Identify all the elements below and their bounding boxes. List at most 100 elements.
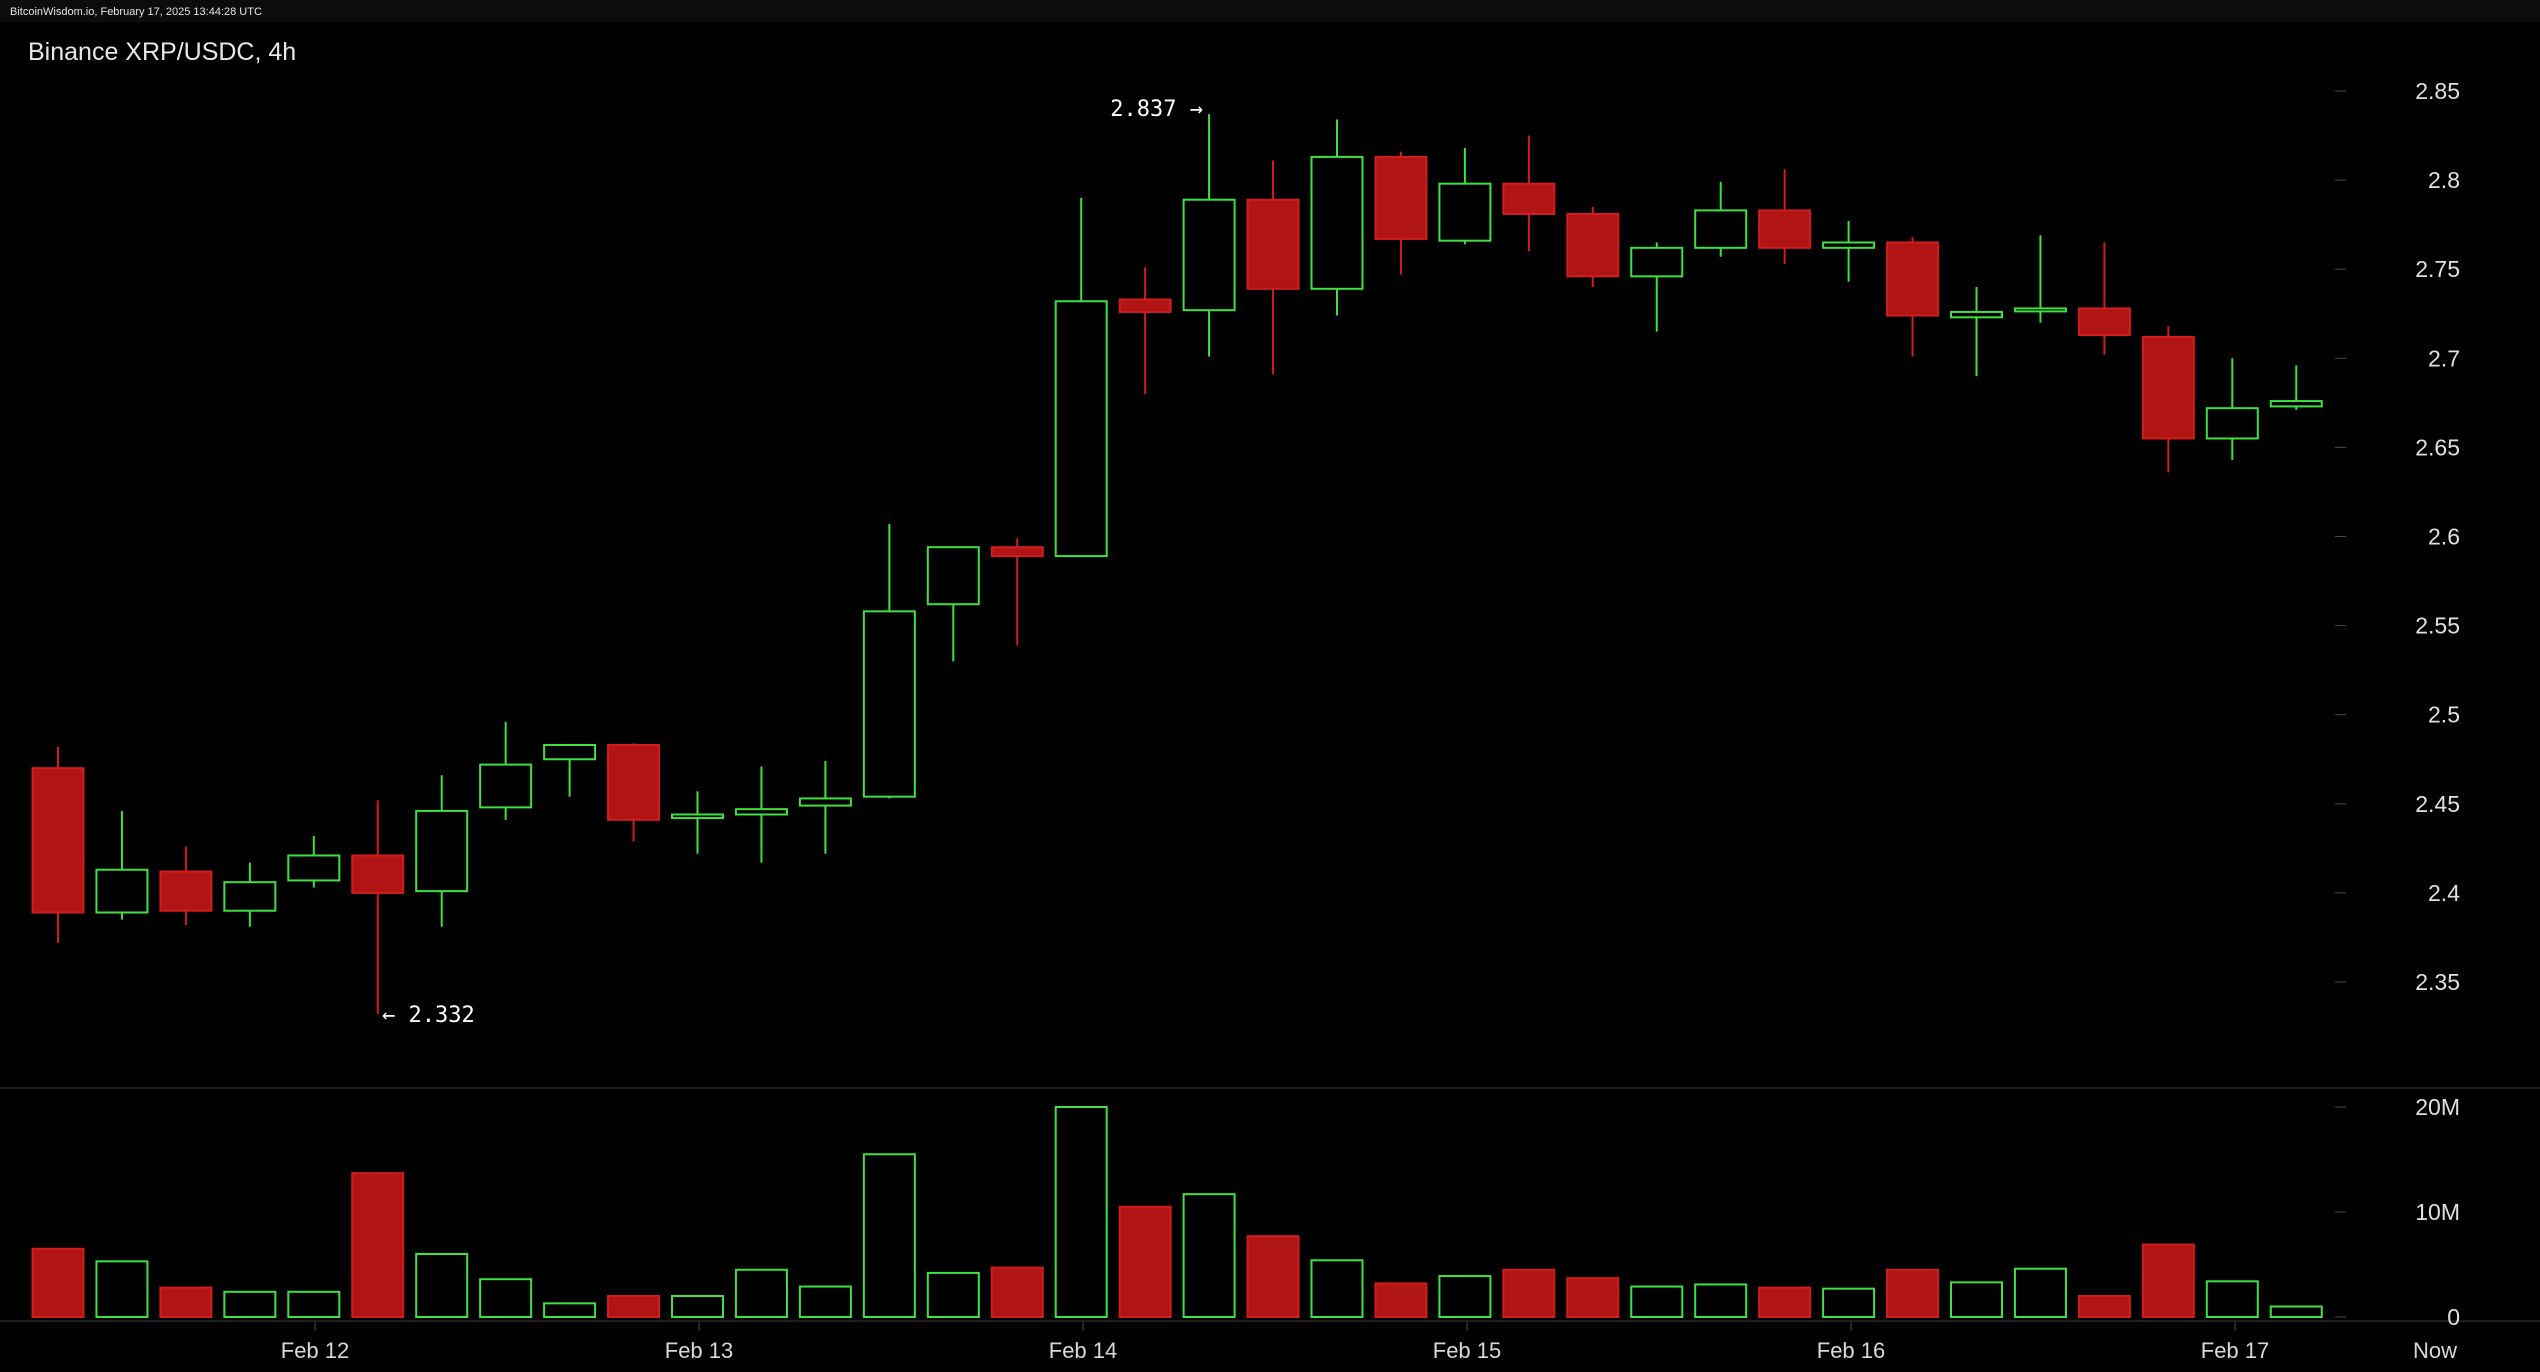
volume-bar-down — [159, 1286, 213, 1318]
candle-body-up[interactable] — [1630, 246, 1684, 278]
price-tick-label: 2.8 — [2428, 167, 2460, 193]
price-tick-label: 2.4 — [2428, 880, 2460, 906]
candle-body-up[interactable] — [734, 808, 788, 816]
volume-bar-up — [415, 1253, 469, 1318]
candle-body-down[interactable] — [1502, 182, 1556, 215]
candle-body-up[interactable] — [1310, 155, 1364, 290]
candle-body-down[interactable] — [1566, 212, 1620, 278]
date-tick-label: Feb 15 — [1433, 1338, 1502, 1363]
volume-bar-up — [2013, 1267, 2067, 1318]
candle-body-up[interactable] — [1054, 300, 1108, 558]
price-tick-label: 2.5 — [2428, 702, 2460, 728]
price-tick-label: 2.65 — [2415, 434, 2460, 460]
price-tick-label: 2.45 — [2415, 791, 2460, 817]
axis-layer: 2.35 2.4 2.45 2.5 2.55 2.6 2.65 2.7 2.75 2.8 2.85 0… — [0, 78, 2540, 1363]
candle-body-down[interactable] — [1374, 155, 1428, 240]
watermark-text: BitcoinWisdom.io, February 17, 2025 13:4… — [10, 6, 262, 18]
candle-body-up[interactable] — [2205, 407, 2259, 440]
candle-body-down[interactable] — [159, 870, 213, 912]
volume-bar-up — [2269, 1305, 2323, 1318]
volume-bar-down — [1374, 1282, 1428, 1319]
candle-body-up[interactable] — [95, 868, 149, 914]
volume-bar-up — [734, 1268, 788, 1318]
candle-body-down[interactable] — [1118, 298, 1172, 313]
chart-title: Binance XRP/USDC, 4h — [28, 38, 296, 66]
volume-bar-down — [1118, 1205, 1172, 1318]
volume-bar-up — [1310, 1259, 1364, 1319]
candle-body-up[interactable] — [1438, 182, 1492, 242]
volume-bar-up — [862, 1153, 916, 1318]
volume-bar-up — [1822, 1287, 1876, 1319]
candle-body-down[interactable] — [2077, 307, 2131, 337]
volume-bar-up — [479, 1278, 533, 1318]
volume-bar-up — [926, 1271, 980, 1319]
volume-bar-down — [351, 1172, 405, 1319]
price-tick-label: 2.6 — [2428, 524, 2460, 550]
date-tick-label: Feb 12 — [281, 1338, 350, 1363]
candle-body-down[interactable] — [1246, 198, 1300, 290]
price-tick-label: 2.35 — [2415, 969, 2460, 995]
candle-body-down[interactable] — [351, 854, 405, 894]
volume-bar-down — [2141, 1243, 2195, 1319]
volume-bar-down — [1758, 1286, 1812, 1318]
price-tick-label: 2.75 — [2415, 256, 2460, 282]
volume-tick-label: 20M — [2415, 1094, 2460, 1120]
candle-body-up[interactable] — [862, 610, 916, 798]
candle-body-up[interactable] — [223, 881, 277, 912]
date-tick-label: Feb 17 — [2201, 1338, 2270, 1363]
candle-body-up[interactable] — [2013, 307, 2067, 313]
candle-body-up[interactable] — [1694, 209, 1748, 249]
date-tick-label: Now — [2413, 1338, 2457, 1363]
volume-bar-up — [95, 1260, 149, 1318]
volume-bar-down — [1246, 1235, 1300, 1319]
date-tick-label: Feb 14 — [1049, 1338, 1118, 1363]
low-annotation: ← 2.332 — [382, 1003, 475, 1028]
volume-bar-up — [671, 1295, 724, 1318]
volume-bar-down — [1566, 1277, 1620, 1319]
candle-body-down[interactable] — [2141, 335, 2195, 440]
volume-bar-up — [1054, 1106, 1108, 1318]
volume-bar-up — [2205, 1280, 2259, 1319]
date-tick-label: Feb 13 — [665, 1338, 734, 1363]
volume-bar-up — [543, 1302, 597, 1318]
annotations: 2.837 → ← 2.332 — [382, 97, 1203, 1028]
volume-bar-down — [990, 1266, 1044, 1319]
candle-body-up[interactable] — [415, 809, 469, 893]
date-tick-label: Feb 16 — [1817, 1338, 1886, 1363]
volume-bar-up — [287, 1290, 341, 1319]
volume-bars — [31, 1106, 2323, 1319]
candle-body-up[interactable] — [798, 797, 852, 807]
candle-body-up[interactable] — [543, 743, 597, 761]
candle-body-down[interactable] — [990, 546, 1044, 558]
volume-bar-up — [1694, 1283, 1748, 1318]
candle-body-up[interactable] — [1822, 241, 1876, 249]
candle-body-up[interactable] — [1950, 310, 2003, 319]
volume-bar-down — [1502, 1268, 1556, 1318]
volume-bar-up — [223, 1290, 277, 1319]
candle-body-up[interactable] — [926, 546, 980, 606]
candle-body-down[interactable] — [31, 767, 85, 914]
volume-bar-up — [798, 1285, 852, 1319]
candle-body-up[interactable] — [287, 854, 341, 882]
price-tick-label: 2.55 — [2415, 613, 2460, 639]
candle-body-up[interactable] — [2269, 400, 2323, 408]
candle-body-down[interactable] — [1758, 209, 1812, 249]
price-tick-label: 2.85 — [2415, 78, 2460, 104]
volume-bar-down — [2077, 1295, 2131, 1318]
high-annotation: 2.837 → — [1110, 97, 1203, 122]
candle-body-up[interactable] — [671, 813, 724, 820]
volume-bar-up — [1438, 1275, 1492, 1319]
candle-body-up[interactable] — [479, 763, 533, 809]
volume-tick-label: 10M — [2415, 1199, 2460, 1225]
volume-bar-up — [1630, 1285, 1684, 1319]
candle-body-up[interactable] — [1182, 198, 1236, 312]
candles — [31, 114, 2323, 1015]
candle-body-down[interactable] — [607, 743, 661, 821]
volume-bar-up — [1950, 1281, 2003, 1318]
volume-tick-label: 0 — [2447, 1304, 2460, 1330]
volume-bar-down — [1886, 1268, 1940, 1318]
volume-bar-up — [1182, 1193, 1236, 1319]
candle-body-down[interactable] — [1886, 241, 1940, 317]
